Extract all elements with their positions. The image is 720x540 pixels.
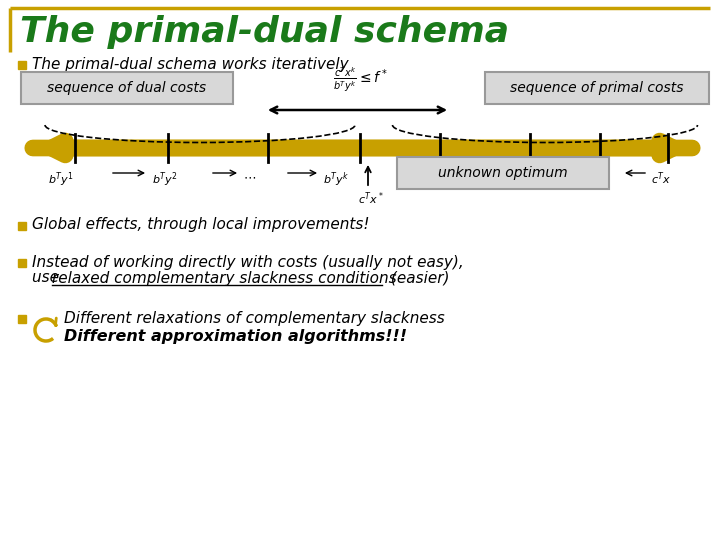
Text: $c^Tx$: $c^Tx$ — [651, 170, 671, 187]
Text: use: use — [32, 271, 64, 286]
Text: Global effects, through local improvements!: Global effects, through local improvemen… — [32, 218, 369, 233]
Text: $\cdots$: $\cdots$ — [243, 170, 256, 183]
Text: $\cdots$: $\cdots$ — [504, 170, 517, 183]
FancyBboxPatch shape — [397, 157, 609, 189]
Text: Instead of working directly with costs (usually not easy),: Instead of working directly with costs (… — [32, 254, 464, 269]
Text: The primal-dual schema: The primal-dual schema — [20, 15, 509, 49]
Text: sequence of primal costs: sequence of primal costs — [510, 81, 684, 95]
Text: (easier): (easier) — [386, 271, 449, 286]
FancyBboxPatch shape — [21, 72, 233, 104]
Text: sequence of dual costs: sequence of dual costs — [48, 81, 207, 95]
Text: unknown optimum: unknown optimum — [438, 166, 568, 180]
Text: The primal-dual schema works iteratively: The primal-dual schema works iteratively — [32, 57, 348, 71]
Text: $b^Ty^k$: $b^Ty^k$ — [323, 170, 350, 188]
Bar — [18, 222, 26, 230]
Bar — [18, 61, 26, 69]
FancyBboxPatch shape — [485, 72, 709, 104]
Text: $b^Ty^2$: $b^Ty^2$ — [152, 170, 178, 188]
Text: $b^Ty^1$: $b^Ty^1$ — [48, 170, 74, 188]
Text: relaxed complementary slackness conditions: relaxed complementary slackness conditio… — [52, 271, 397, 286]
Bar — [18, 315, 26, 323]
Text: $c^Tx^2$: $c^Tx^2$ — [573, 170, 598, 187]
Text: $c^Tx^*$: $c^Tx^*$ — [358, 190, 384, 207]
Text: $c^Tx^k$: $c^Tx^k$ — [420, 170, 446, 187]
Text: Different approximation algorithms!!!: Different approximation algorithms!!! — [64, 328, 407, 343]
Bar — [18, 259, 26, 267]
Text: Different relaxations of complementary slackness: Different relaxations of complementary s… — [64, 310, 445, 326]
Text: $\frac{c^Tx^k}{b^Ty^k} \leq f^*$: $\frac{c^Tx^k}{b^Ty^k} \leq f^*$ — [333, 65, 387, 94]
